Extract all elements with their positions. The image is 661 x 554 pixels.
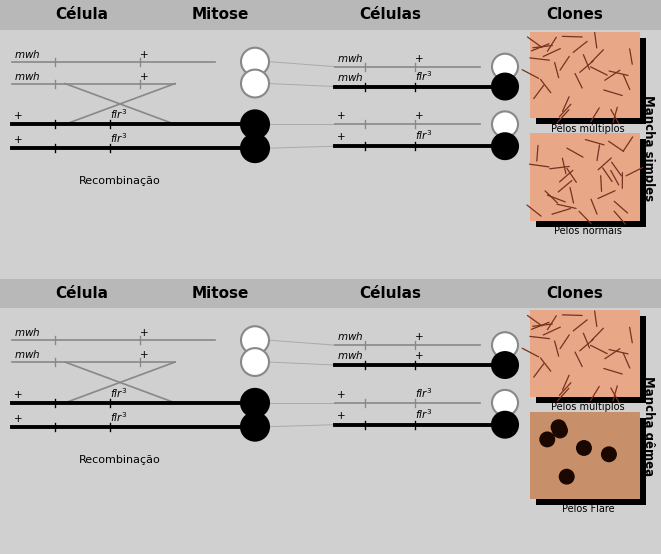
Circle shape: [601, 447, 617, 462]
Text: $mwh$: $mwh$: [337, 330, 364, 342]
Text: +: +: [140, 328, 149, 338]
Bar: [0, 279, 661, 309]
Circle shape: [492, 54, 518, 80]
Circle shape: [241, 134, 269, 162]
Text: Pêlos Flare: Pêlos Flare: [562, 504, 614, 514]
Text: +: +: [140, 50, 149, 60]
Text: Célula: Célula: [56, 286, 108, 301]
Text: +: +: [14, 414, 22, 424]
Text: $flr^3$: $flr^3$: [415, 386, 432, 400]
Circle shape: [241, 413, 269, 440]
Bar: [536, 139, 646, 227]
Text: Células: Células: [359, 286, 421, 301]
Circle shape: [241, 70, 269, 98]
Text: Mancha simples: Mancha simples: [641, 95, 654, 201]
Text: Mitose: Mitose: [191, 286, 249, 301]
Text: $flr^3$: $flr^3$: [415, 407, 432, 420]
Text: +: +: [14, 390, 22, 400]
Text: +: +: [415, 111, 424, 121]
Text: $flr^3$: $flr^3$: [110, 107, 128, 121]
Text: $flr^3$: $flr^3$: [110, 410, 128, 424]
Circle shape: [492, 352, 518, 378]
Text: Recombinação: Recombinação: [79, 176, 161, 186]
Text: $flr^3$: $flr^3$: [415, 129, 432, 142]
Text: Células: Células: [359, 7, 421, 22]
Circle shape: [492, 390, 518, 416]
Text: +: +: [14, 111, 22, 121]
Text: $flr^3$: $flr^3$: [110, 131, 128, 145]
Text: $flr^3$: $flr^3$: [110, 386, 128, 400]
Circle shape: [241, 348, 269, 376]
Text: +: +: [140, 350, 149, 360]
Text: $mwh$: $mwh$: [337, 349, 364, 361]
Text: +: +: [415, 351, 424, 361]
Text: Clones: Clones: [547, 7, 603, 22]
Circle shape: [551, 419, 566, 435]
Text: Célula: Célula: [56, 7, 108, 22]
Circle shape: [492, 412, 518, 438]
Text: +: +: [415, 54, 424, 64]
Text: $mwh$: $mwh$: [337, 70, 364, 83]
Text: $flr^3$: $flr^3$: [415, 69, 432, 83]
Circle shape: [492, 332, 518, 358]
Text: Clones: Clones: [547, 286, 603, 301]
Text: +: +: [337, 132, 346, 142]
Bar: [530, 134, 640, 221]
Text: Pêlos múltiplos: Pêlos múltiplos: [551, 402, 625, 412]
Circle shape: [241, 326, 269, 354]
Text: +: +: [14, 135, 22, 145]
Text: $mwh$: $mwh$: [14, 48, 40, 60]
Circle shape: [552, 423, 568, 438]
Text: Mitose: Mitose: [191, 7, 249, 22]
Text: +: +: [140, 71, 149, 81]
Circle shape: [492, 134, 518, 159]
Bar: [536, 316, 646, 403]
Circle shape: [492, 74, 518, 100]
Text: $mwh$: $mwh$: [337, 52, 364, 64]
Bar: [530, 412, 640, 499]
Text: Pêlos múltiplos: Pêlos múltiplos: [551, 124, 625, 134]
Circle shape: [539, 432, 555, 448]
Circle shape: [241, 48, 269, 75]
Text: Mancha gêmea: Mancha gêmea: [641, 376, 654, 476]
Text: +: +: [337, 111, 346, 121]
Text: +: +: [337, 390, 346, 400]
Circle shape: [241, 110, 269, 138]
Bar: [530, 32, 640, 119]
Text: $mwh$: $mwh$: [14, 70, 40, 81]
Text: $mwh$: $mwh$: [14, 348, 40, 360]
Bar: [0, 0, 661, 30]
Circle shape: [241, 389, 269, 417]
Bar: [536, 418, 646, 505]
Text: $mwh$: $mwh$: [14, 326, 40, 338]
Circle shape: [492, 111, 518, 137]
Text: Pêlos normais: Pêlos normais: [554, 226, 622, 236]
Bar: [530, 310, 640, 397]
Circle shape: [576, 440, 592, 456]
Text: Recombinação: Recombinação: [79, 454, 161, 465]
Text: +: +: [337, 411, 346, 420]
Text: +: +: [415, 332, 424, 342]
Circle shape: [559, 469, 574, 485]
Bar: [536, 38, 646, 124]
